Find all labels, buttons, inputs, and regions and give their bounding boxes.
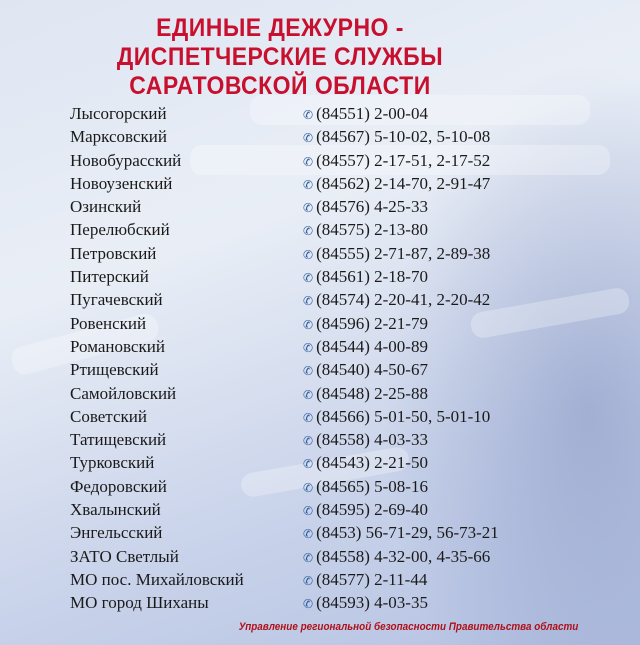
phone-text: (84540) 4-50-67 <box>316 360 428 380</box>
phone-number: ✆ (84566) 5-01-50, 5-01-10 <box>303 406 490 429</box>
phone-icon: ✆ <box>303 550 314 565</box>
district-name: Романовский <box>70 336 165 356</box>
phone-icon: ✆ <box>303 457 314 472</box>
district-name: Новобурасский <box>70 150 182 170</box>
phone-text: (84596) 2-21-79 <box>316 313 428 333</box>
title-line: ДИСПЕТЧЕРСКИЕ СЛУЖБЫ <box>116 43 444 71</box>
phone-icon: ✆ <box>303 364 314 379</box>
district-name: МО пос. Михайловский <box>70 569 244 589</box>
district-name: МО город Шиханы <box>70 593 209 613</box>
phone-text: (84551) 2-00-04 <box>316 104 428 123</box>
district-name: Перелюбский <box>70 220 170 240</box>
district-name: Новоузенский <box>70 173 173 193</box>
phone-icon: ✆ <box>303 108 314 122</box>
phone-number: ✆ (84557) 2-17-51, 2-17-52 <box>303 150 490 173</box>
phone-icon: ✆ <box>303 387 314 402</box>
phone-icon: ✆ <box>303 597 314 612</box>
phone-icon: ✆ <box>303 527 314 542</box>
district-name: Петровский <box>70 243 157 263</box>
phone-icon: ✆ <box>303 201 314 216</box>
phone-text: (84561) 2-18-70 <box>316 267 428 287</box>
phone-number: ✆ (84562) 2-14-70, 2-91-47 <box>303 173 490 196</box>
phone-icon: ✆ <box>303 410 314 425</box>
phone-text: (84576) 4-25-33 <box>316 197 428 217</box>
phone-icon: ✆ <box>303 247 314 262</box>
phone-number: ✆ (84555) 2-71-87, 2-89-38 <box>303 243 490 266</box>
phone-number: ✆ (84544) 4-00-89 <box>303 336 428 359</box>
phone-text: (84566) 5-01-50, 5-01-10 <box>316 406 491 426</box>
phone-number: ✆ (84575) 2-13-80 <box>303 219 428 242</box>
phone-icon: ✆ <box>303 154 314 169</box>
phone-text: (84567) 5-10-02, 5-10-08 <box>316 127 491 147</box>
district-name: Хвалынский <box>70 500 161 520</box>
phone-number: ✆ (84567) 5-10-02, 5-10-08 <box>303 126 490 149</box>
phone-text: (84544) 4-00-89 <box>316 336 428 356</box>
phone-icon: ✆ <box>303 131 314 146</box>
phone-number: ✆ (84577) 2-11-44 <box>303 569 427 592</box>
phone-number: ✆ (84540) 4-50-67 <box>303 359 428 382</box>
phone-text: (84574) 2-20-41, 2-20-42 <box>316 290 491 310</box>
district-name: ЗАТО Светлый <box>70 546 179 566</box>
title-line: ЕДИНЫЕ ДЕЖУРНО - <box>156 14 404 42</box>
district-name: Озинский <box>70 197 142 217</box>
phone-number: ✆ (84574) 2-20-41, 2-20-42 <box>303 289 490 312</box>
phone-icon: ✆ <box>303 340 314 355</box>
phone-number: ✆ (84543) 2-21-50 <box>303 452 428 475</box>
phone-number: ✆ (84596) 2-21-79 <box>303 313 428 336</box>
district-name: Татищевский <box>70 430 167 450</box>
phone-text: (84557) 2-17-51, 2-17-52 <box>316 150 491 170</box>
footer-credit: Управление региональной безопасности Пра… <box>238 621 578 633</box>
phone-number: ✆ (84565) 5-08-16 <box>303 476 428 499</box>
phone-icon: ✆ <box>303 573 314 588</box>
district-name: Энгельсский <box>70 523 163 543</box>
phone-number: ✆ (84561) 2-18-70 <box>303 266 428 289</box>
phone-text: (84548) 2-25-88 <box>316 383 428 403</box>
phone-icon: ✆ <box>303 317 314 332</box>
phone-text: (84555) 2-71-87, 2-89-38 <box>316 243 491 263</box>
phone-icon: ✆ <box>303 177 314 192</box>
district-name: Ровенский <box>70 313 147 333</box>
phone-icon: ✆ <box>303 434 314 449</box>
phone-number: ✆ (84593) 4-03-35 <box>303 592 428 615</box>
district-name: Советский <box>70 406 147 426</box>
district-name: Федоровский <box>70 476 167 496</box>
phone-number: ✆ (84558) 4-03-33 <box>303 429 428 452</box>
phone-text: (84575) 2-13-80 <box>316 220 428 240</box>
phone-icon: ✆ <box>303 294 314 309</box>
phone-text: (84593) 4-03-35 <box>316 593 428 613</box>
phone-number: ✆ (84558) 4-32-00, 4-35-66 <box>303 546 490 569</box>
phone-icon: ✆ <box>303 504 314 519</box>
phone-text: (84577) 2-11-44 <box>316 569 428 589</box>
district-name: Питерский <box>70 267 149 287</box>
phone-number: ✆ (84548) 2-25-88 <box>303 383 428 406</box>
phone-text: (84595) 2-69-40 <box>316 500 428 520</box>
phone-icon: ✆ <box>303 271 314 286</box>
district-name: Самойловский <box>70 383 177 403</box>
phone-text: (84562) 2-14-70, 2-91-47 <box>316 173 491 193</box>
phone-text: (84558) 4-03-33 <box>316 430 428 450</box>
phone-icon: ✆ <box>303 224 314 239</box>
phone-icon: ✆ <box>303 480 314 495</box>
phone-number: ✆ (84576) 4-25-33 <box>303 196 428 219</box>
phone-text: (84558) 4-32-00, 4-35-66 <box>316 546 491 566</box>
phone-text: (84543) 2-21-50 <box>316 453 428 473</box>
phone-number: ✆ (8453) 56-71-29, 56-73-21 <box>303 522 499 545</box>
district-name: Марксовский <box>70 127 167 147</box>
district-name: Лысогорский <box>70 104 167 123</box>
phone-text: (8453) 56-71-29, 56-73-21 <box>316 523 499 543</box>
background-shade <box>380 60 640 645</box>
district-name: Турковский <box>70 453 155 473</box>
phone-number: ✆ (84551) 2-00-04 <box>303 103 428 126</box>
title-line: САРАТОВСКОЙ ОБЛАСТИ <box>129 72 431 100</box>
page-title: ЕДИНЫЕ ДЕЖУРНО - ДИСПЕТЧЕРСКИЕ СЛУЖБЫ СА… <box>0 14 560 101</box>
district-name: Ртищевский <box>70 360 159 380</box>
phone-text: (84565) 5-08-16 <box>316 476 428 496</box>
district-name: Пугачевский <box>70 290 163 310</box>
phone-number: ✆ (84595) 2-69-40 <box>303 499 428 522</box>
